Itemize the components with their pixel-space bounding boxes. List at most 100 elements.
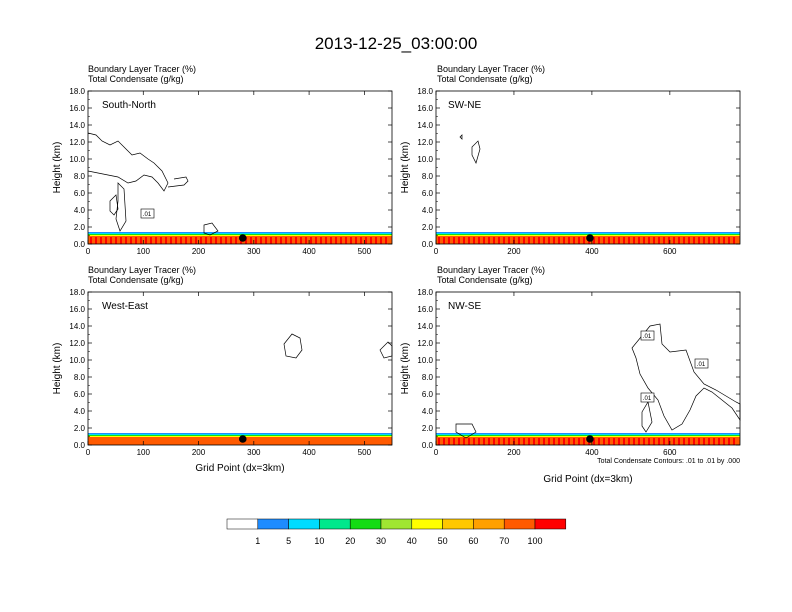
panel-fill-label: Boundary Layer Tracer (%) <box>437 265 545 275</box>
y-tick-label: 16.0 <box>417 305 433 314</box>
tracer-streak-100 <box>295 237 297 244</box>
tracer-streak-100 <box>195 237 197 244</box>
tracer-streak-100 <box>558 237 560 244</box>
contour-tag-box <box>640 330 655 341</box>
y-tick-label: 14.0 <box>417 121 433 130</box>
tracer-streak-100 <box>618 237 620 244</box>
tracer-streak-100 <box>503 237 505 244</box>
contour-tag-box <box>694 358 709 369</box>
tracer-streak-100 <box>260 237 262 244</box>
y-tick-label: 0.0 <box>422 240 434 249</box>
colorbar-label: 40 <box>407 536 417 546</box>
panel-contour-label: Total Condensate (g/kg) <box>88 275 184 285</box>
contour-note: Total Condensate Contours: .01 to .01 by… <box>597 458 740 465</box>
y-tick-label: 2.0 <box>422 424 434 433</box>
tracer-streak-100 <box>250 237 252 244</box>
tracer-streak-100 <box>613 438 615 445</box>
tracer-streak-100 <box>553 438 555 445</box>
x-tick-label: 400 <box>302 448 316 457</box>
x-tick-label: 200 <box>507 247 521 256</box>
contour-tag-label: .01 <box>697 362 706 368</box>
condensate-contour <box>631 323 741 431</box>
location-marker <box>238 234 247 242</box>
tracer-streak-100 <box>673 438 675 445</box>
tracer-streak-100 <box>210 237 212 244</box>
contour-tag-label: .01 <box>643 396 652 402</box>
contour-tag-box <box>640 392 655 403</box>
tracer-streak-100 <box>235 237 237 244</box>
tracer-streak-100 <box>185 237 187 244</box>
tracer-streak-100 <box>135 237 137 244</box>
tracer-streak-100 <box>315 237 317 244</box>
tracer-streak-100 <box>698 237 700 244</box>
colorbar-label: 60 <box>468 536 478 546</box>
y-tick-label: 18.0 <box>69 288 85 297</box>
tracer-streak-100 <box>438 438 440 445</box>
tracer-streak-100 <box>175 237 177 244</box>
y-tick-label: 10.0 <box>69 155 85 164</box>
x-axis-label: Grid Point (dx=3km) <box>543 474 632 485</box>
panel-name: West-East <box>102 301 148 312</box>
tracer-streak-100 <box>703 438 705 445</box>
tracer-streak-100 <box>613 237 615 244</box>
tracer-streak-100 <box>663 438 665 445</box>
tracer-streak-100 <box>598 438 600 445</box>
contour-tag-label: .01 <box>143 212 152 218</box>
y-tick-label: 14.0 <box>69 322 85 331</box>
tracer-streak-100 <box>728 237 730 244</box>
tracer-streak-100 <box>375 237 377 244</box>
y-tick-label: 0.0 <box>74 240 86 249</box>
x-tick-label: 600 <box>663 247 677 256</box>
tracer-streak-100 <box>528 438 530 445</box>
tracer-streak-100 <box>125 237 127 244</box>
tracer-streak-100 <box>325 237 327 244</box>
colorbar-label: 100 <box>527 536 542 546</box>
tracer-streak-100 <box>628 237 630 244</box>
tracer-streak-100 <box>718 237 720 244</box>
tracer-streak-100 <box>583 438 585 445</box>
tracer-streak-100 <box>548 237 550 244</box>
y-tick-label: 6.0 <box>422 390 434 399</box>
x-tick-label: 200 <box>507 448 521 457</box>
tracer-streak-100 <box>120 237 122 244</box>
tracer-streak-100 <box>693 438 695 445</box>
colorbar-swatch <box>226 518 259 530</box>
tracer-streak-100 <box>623 237 625 244</box>
tracer-streak-100 <box>493 438 495 445</box>
tracer-streak-100 <box>100 237 102 244</box>
colorbar-label: 70 <box>499 536 509 546</box>
tracer-streak-100 <box>618 438 620 445</box>
y-tick-label: 4.0 <box>422 407 434 416</box>
x-tick-label: 200 <box>192 448 206 457</box>
tracer-streak-100 <box>170 237 172 244</box>
tracer-streak-100 <box>648 438 650 445</box>
panel-nw-se: Boundary Layer Tracer (%) Total Condensa… <box>400 265 741 485</box>
tracer-streak-100 <box>633 438 635 445</box>
tracer-streak-100 <box>150 237 152 244</box>
tracer-streak-100 <box>380 237 382 244</box>
tracer-streak-100 <box>130 237 132 244</box>
colorbar-swatch <box>257 518 289 530</box>
tracer-streak-100 <box>658 237 660 244</box>
y-axis-label: Height (km) <box>52 343 63 395</box>
colorbar-label: 50 <box>438 536 448 546</box>
tracer-streak-100 <box>448 237 450 244</box>
tracer-streak-100 <box>638 237 640 244</box>
tracer-streak-100 <box>573 237 575 244</box>
x-tick-label: 400 <box>585 247 599 256</box>
tracer-streak-100 <box>280 237 282 244</box>
tracer-streak-100 <box>488 438 490 445</box>
y-tick-label: 14.0 <box>417 322 433 331</box>
tracer-streak-100 <box>483 438 485 445</box>
tracer-streak-100 <box>723 237 725 244</box>
y-tick-label: 16.0 <box>69 104 85 113</box>
y-tick-label: 18.0 <box>69 87 85 96</box>
condensate-contour <box>459 134 463 140</box>
tracer-streak-100 <box>693 237 695 244</box>
y-tick-label: 18.0 <box>417 87 433 96</box>
tracer-streak-100 <box>728 438 730 445</box>
y-tick-label: 6.0 <box>74 189 86 198</box>
tracer-streak-100 <box>688 237 690 244</box>
tracer-streak-100 <box>518 438 520 445</box>
tracer-streak-100 <box>255 237 257 244</box>
